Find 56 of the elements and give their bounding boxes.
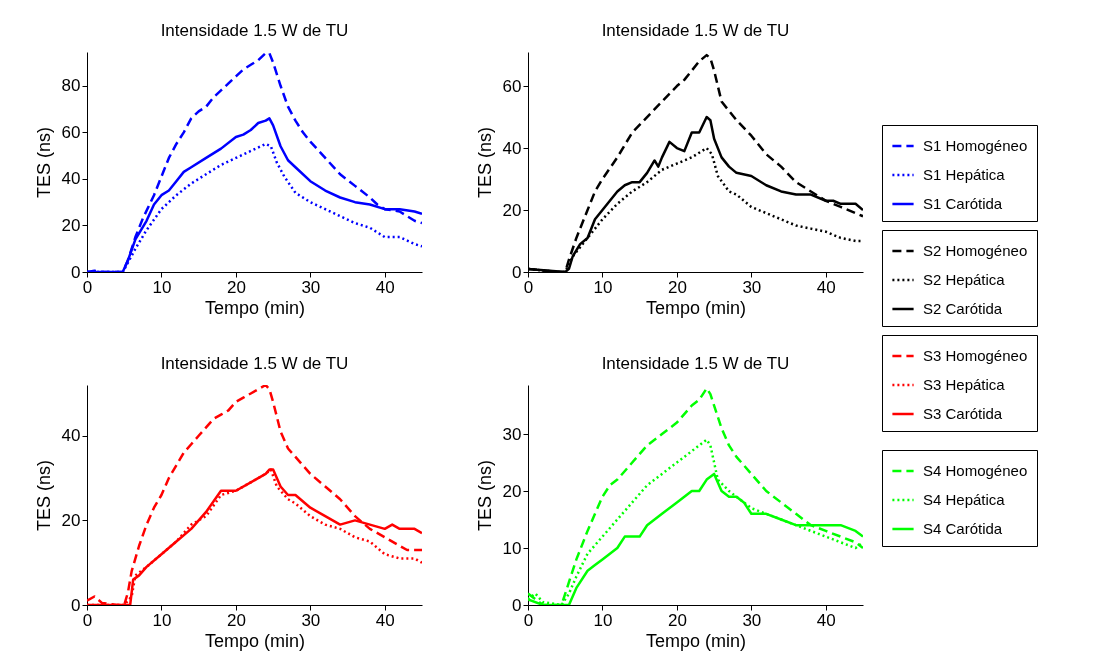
legend-label: S4 Homogéneo — [923, 462, 1028, 479]
y-tick-label: 10 — [502, 538, 522, 558]
chart-title: Intensidade 1.5 W de TU — [160, 353, 349, 373]
y-tick-label: 40 — [61, 169, 81, 189]
y-axis-title: TES (ns) — [33, 459, 54, 532]
x-axis-title: Tempo (min) — [645, 630, 747, 651]
x-tick-label: 10 — [152, 610, 172, 630]
x-tick-label: 20 — [226, 277, 246, 297]
x-axis-title: Tempo (min) — [204, 297, 306, 318]
x-tick-label: 30 — [301, 277, 321, 297]
y-tick-label: 0 — [512, 595, 522, 615]
y-axis-title: TES (ns) — [474, 126, 495, 199]
x-tick-label: 10 — [593, 277, 613, 297]
chart-title: Intensidade 1.5 W de TU — [601, 21, 790, 40]
chart-title: Intensidade 1.5 W de TU — [160, 21, 349, 40]
y-tick-label: 20 — [61, 215, 81, 235]
y-tick-label: 0 — [71, 595, 81, 615]
x-tick-label: 30 — [742, 610, 762, 630]
x-tick-label: 10 — [152, 277, 172, 297]
y-axis-title: TES (ns) — [474, 459, 495, 532]
legend-label: S3 Carótida — [923, 405, 1003, 422]
y-tick-label: 40 — [61, 426, 81, 446]
x-tick-label: 30 — [742, 277, 762, 297]
x-tick-label: 40 — [816, 277, 836, 297]
y-tick-label: 40 — [502, 138, 522, 158]
x-tick-label: 20 — [667, 277, 687, 297]
x-tick-label: 10 — [593, 610, 613, 630]
x-tick-label: 30 — [301, 610, 321, 630]
y-tick-label: 20 — [502, 481, 522, 501]
legend-label: S2 Hepática — [923, 271, 1006, 288]
x-tick-label: 40 — [375, 610, 395, 630]
y-tick-label: 60 — [502, 76, 522, 96]
y-tick-label: 60 — [61, 122, 81, 142]
legend-label: S2 Homogéneo — [923, 242, 1028, 259]
y-tick-label: 20 — [502, 200, 522, 220]
y-tick-label: 0 — [71, 262, 81, 282]
legend-label: S1 Homogéneo — [923, 137, 1028, 154]
y-tick-label: 30 — [502, 424, 522, 444]
x-axis-title: Tempo (min) — [645, 297, 747, 318]
legend-label: S1 Carótida — [923, 195, 1003, 212]
x-tick-label: 40 — [375, 277, 395, 297]
y-tick-label: 0 — [512, 262, 522, 282]
y-tick-label: 20 — [61, 510, 81, 530]
legend-label: S1 Hepática — [923, 166, 1006, 183]
y-axis-title: TES (ns) — [33, 126, 54, 199]
legend-label: S2 Carótida — [923, 300, 1003, 317]
chart-title: Intensidade 1.5 W de TU — [601, 354, 790, 373]
legend-label: S3 Homogéneo — [923, 347, 1028, 364]
x-axis-title: Tempo (min) — [204, 630, 306, 651]
x-tick-label: 40 — [816, 610, 836, 630]
x-tick-label: 20 — [226, 610, 246, 630]
x-tick-label: 20 — [667, 610, 687, 630]
legend-label: S3 Hepática — [923, 376, 1006, 393]
legend-label: S4 Carótida — [923, 520, 1003, 537]
legend-label: S4 Hepática — [923, 491, 1006, 508]
y-tick-label: 80 — [61, 76, 81, 96]
